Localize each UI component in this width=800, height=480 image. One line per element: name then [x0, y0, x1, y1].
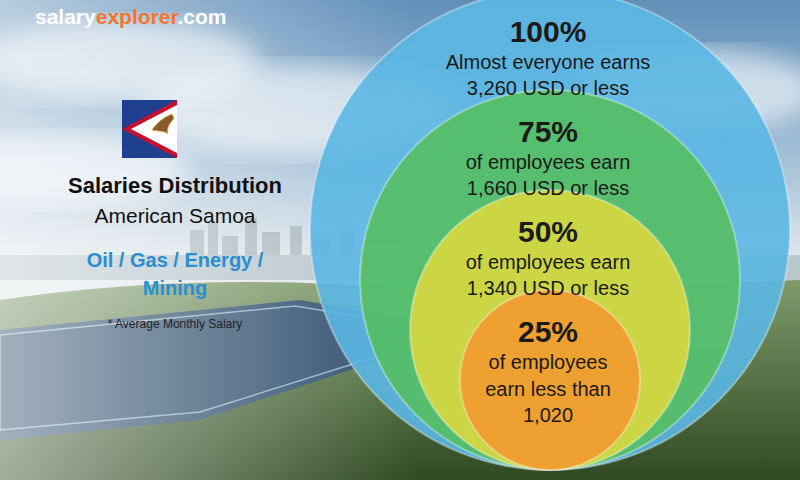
percentile-label: 25%: [518, 315, 578, 348]
flag-triangle: [131, 105, 177, 153]
title: Salaries Distribution: [68, 173, 282, 198]
data-label: 3,260 USD or less: [467, 77, 629, 99]
percentile-circle: [360, 90, 740, 470]
chart: 100% Almost everyone earns 3,260 USD or le…: [0, 0, 800, 480]
site-name-part: explorer: [96, 5, 179, 28]
flag-field: [122, 100, 177, 158]
site-name: salaryexplorer.com: [35, 5, 226, 28]
data-label: 1,020: [523, 404, 573, 426]
percentile-circle: [310, 0, 790, 470]
description: earn less than: [485, 378, 611, 400]
flag-eagle: [152, 114, 174, 134]
data-label: 1,660 USD or less: [467, 177, 629, 199]
percentile-label: 75%: [518, 115, 578, 148]
percentile-label: 50%: [518, 215, 578, 248]
category: Mining: [143, 277, 207, 299]
category: Oil / Gas / Energy /: [87, 249, 264, 271]
site-name-part: salary: [35, 5, 96, 28]
note: * Average Monthly Salary: [108, 317, 243, 331]
description: of employees: [489, 351, 608, 373]
flag: [122, 100, 177, 158]
circle-labels: 100% Almost everyone earns 3,260 USD or le…: [446, 15, 651, 426]
percentile-circle: [460, 290, 640, 470]
description: of employees earn: [466, 151, 631, 173]
description: Almost everyone earns: [446, 51, 651, 73]
flag-border: [122, 100, 177, 158]
data-label: 1,340 USD or less: [467, 277, 629, 299]
description: of employees earn: [466, 251, 631, 273]
subtitle: American Samoa: [94, 204, 255, 227]
percentile-circle: [410, 190, 690, 470]
site-name-part: .com: [177, 5, 226, 28]
circles: [310, 0, 790, 470]
percentile-label: 100%: [510, 15, 587, 48]
